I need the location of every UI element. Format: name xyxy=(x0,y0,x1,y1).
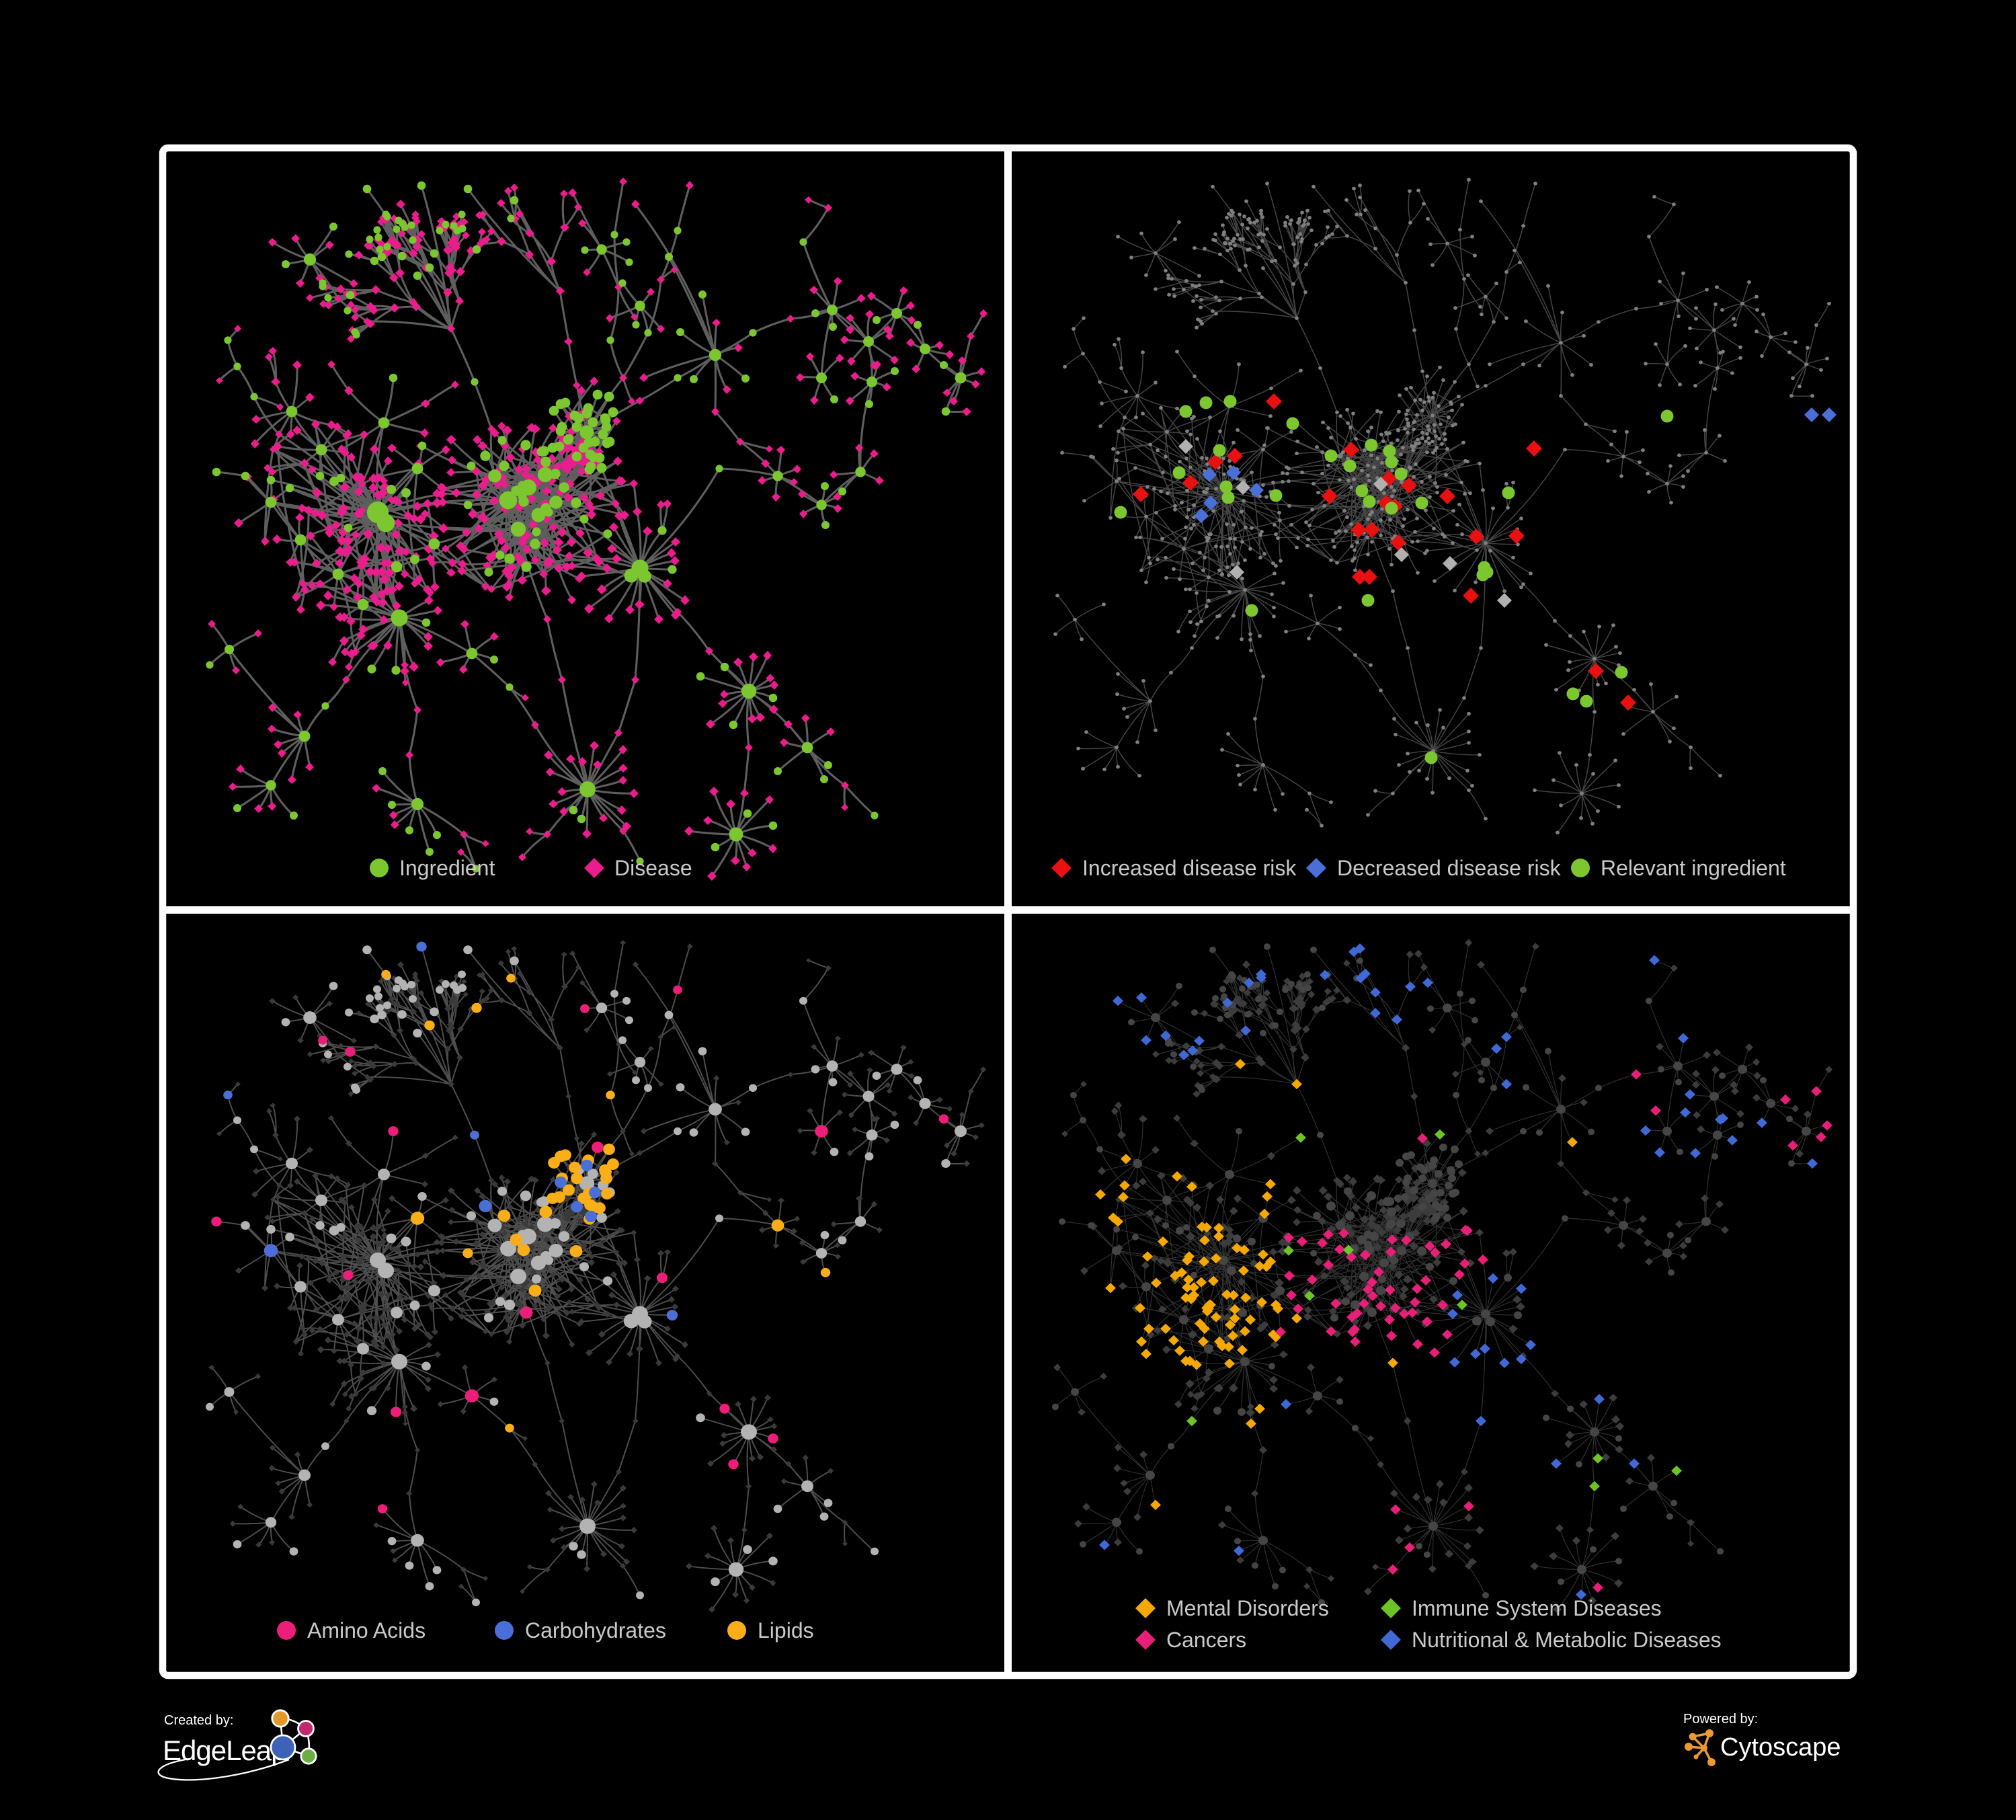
svg-text:Relevant ingredient: Relevant ingredient xyxy=(1601,856,1786,880)
svg-text:Increased disease risk: Increased disease risk xyxy=(1082,856,1297,880)
svg-text:Amino Acids: Amino Acids xyxy=(307,1618,426,1643)
svg-text:Disease: Disease xyxy=(614,856,692,880)
svg-text:EdgeLeap: EdgeLeap xyxy=(163,1735,286,1766)
svg-text:Decreased disease risk: Decreased disease risk xyxy=(1337,856,1562,880)
svg-text:Cancers: Cancers xyxy=(1166,1628,1246,1652)
svg-text:Immune System Diseases: Immune System Diseases xyxy=(1412,1596,1662,1620)
svg-text:Powered by:: Powered by: xyxy=(1683,1712,1758,1727)
svg-text:Mental Disorders: Mental Disorders xyxy=(1166,1596,1329,1620)
svg-text:Ingredient: Ingredient xyxy=(399,856,495,880)
svg-text:Lipids: Lipids xyxy=(758,1618,814,1643)
svg-text:Carbohydrates: Carbohydrates xyxy=(525,1618,666,1643)
svg-text:Cytoscape: Cytoscape xyxy=(1720,1733,1841,1762)
svg-text:Created by:: Created by: xyxy=(164,1713,233,1728)
svg-text:Nutritional & Metabolic Diseas: Nutritional & Metabolic Diseases xyxy=(1412,1628,1722,1652)
